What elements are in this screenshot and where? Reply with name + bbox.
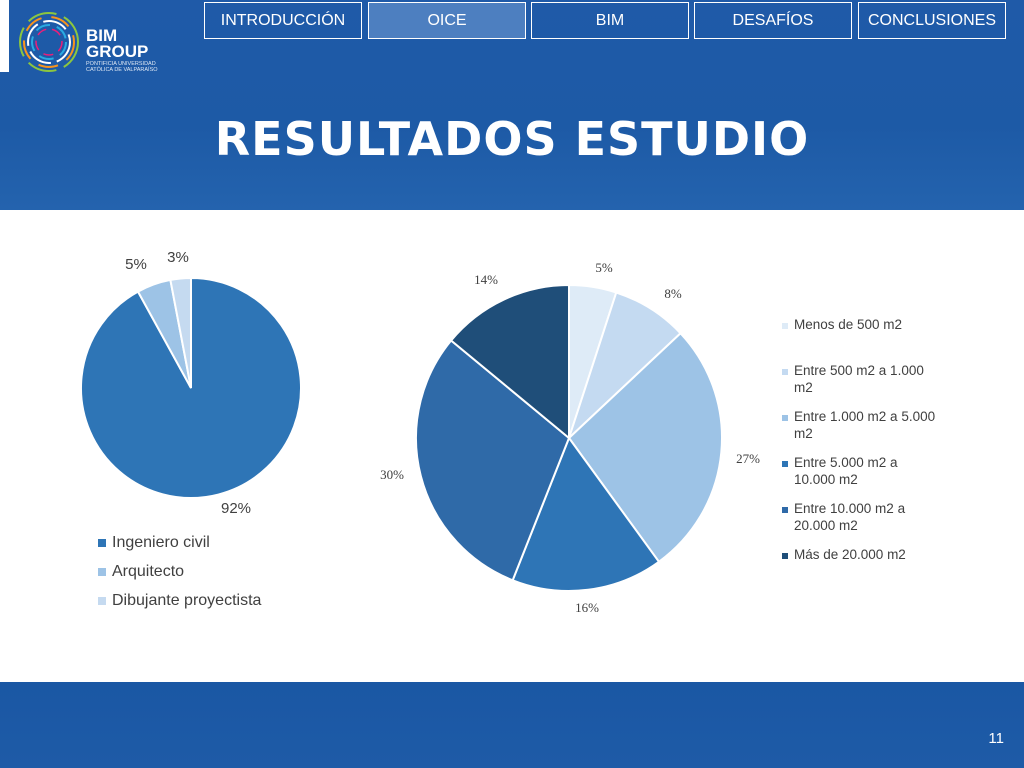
pie1-data-label: 3% <box>167 249 189 266</box>
left-accent-strip <box>0 0 9 72</box>
logo-subtitle: PONTIFICIA UNIVERSIDAD CATÓLICA DE VALPA… <box>86 61 176 73</box>
pie2-legend-swatch <box>782 323 788 329</box>
pie1-legend-item: Ingeniero civil <box>112 534 210 551</box>
tab-desafios[interactable]: DESAFÍOS <box>694 2 852 39</box>
page-title: RESULTADOS ESTUDIO <box>214 112 810 166</box>
bim-group-logo: BIM GROUP PONTIFICIA UNIVERSIDAD CATÓLIC… <box>16 6 206 82</box>
pie2-data-label: 14% <box>474 272 498 287</box>
pie2-legend-item: Entre 500 m2 a 1.000 m2 <box>794 363 924 395</box>
pie1-data-label: 92% <box>221 500 251 517</box>
pie2-legend-item: Entre 5.000 m2 a 10.000 m2 <box>794 455 898 487</box>
logo-subtitle-line2: CATÓLICA DE VALPARAÍSO <box>86 67 158 73</box>
pie2-legend-item: Menos de 500 m2 <box>794 317 902 332</box>
pie2-legend-item: Más de 20.000 m2 <box>794 547 906 562</box>
pie1-legend-item: Dibujante proyectista <box>112 592 262 609</box>
pie2-data-label: 16% <box>575 600 599 615</box>
logo-ring-icon <box>19 12 79 72</box>
logo-name-line1: BIM <box>86 26 118 45</box>
pie1-slice-dibujante-proyectista <box>169 276 192 389</box>
tab-oice[interactable]: OICE <box>368 2 526 39</box>
pie2-legend-swatch <box>782 369 788 375</box>
pie1-data-label: 5% <box>125 256 147 273</box>
pie2-slice-mas-de-20-000-m2 <box>449 283 570 441</box>
pie2-slice-entre-5-000-m2-a-10-000-m2 <box>511 435 661 592</box>
pie2-legend-swatch <box>782 553 788 559</box>
pie2-legend-item: Entre 10.000 m2 a 20.000 m2 <box>794 501 906 533</box>
pie2-legend-swatch <box>782 415 788 421</box>
pie2-data-label: 30% <box>380 467 404 482</box>
logo-wordmark: BIM GROUP <box>86 26 149 61</box>
tab-bim[interactable]: BIM <box>531 2 689 39</box>
pie2-data-label: 5% <box>595 260 613 275</box>
logo-name-line2: GROUP <box>86 42 149 61</box>
pie2-slice-entre-1-000-m2-a-5-000-m2 <box>567 331 723 564</box>
pie2-data-label: 27% <box>736 451 760 466</box>
pie1-legend-swatch <box>98 597 106 605</box>
logo-subtitle-line1: PONTIFICIA UNIVERSIDAD <box>86 61 156 67</box>
tab-conclusiones[interactable]: CONCLUSIONES <box>858 2 1006 39</box>
pie2-legend-swatch <box>782 507 788 513</box>
tab-introduccion[interactable]: INTRODUCCIÓN <box>204 2 362 39</box>
pie1-legend-swatch <box>98 568 106 576</box>
pie2-slice-entre-10-000-m2-a-20-000-m2 <box>415 339 571 582</box>
footer-banner <box>0 682 1024 768</box>
pie2-legend-swatch <box>782 461 788 467</box>
pie1-legend-swatch <box>98 539 106 547</box>
page-number: 11 <box>988 730 1004 747</box>
pie2-legend-item: Entre 1.000 m2 a 5.000 m2 <box>794 409 935 441</box>
pie2-data-label: 8% <box>664 286 682 301</box>
pie1-legend-item: Arquitecto <box>112 563 184 580</box>
